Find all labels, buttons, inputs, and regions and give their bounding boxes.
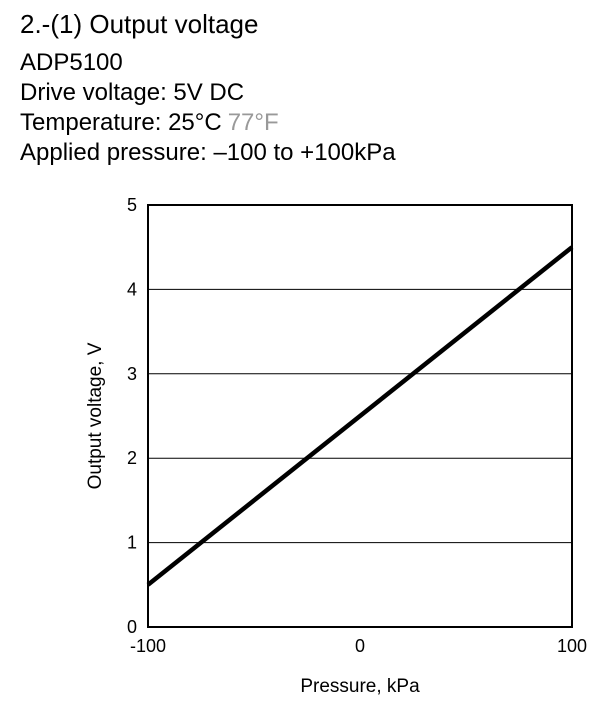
y-tick-label: 5 <box>127 195 137 215</box>
chart-title: 2.-(1) Output voltage <box>20 9 258 39</box>
y-tick-label: 4 <box>127 279 137 299</box>
subtitle-part: Drive voltage: 5V DC <box>20 79 244 106</box>
x-tick-label: -100 <box>130 636 166 656</box>
subtitle-line: Drive voltage: 5V DC <box>20 79 244 106</box>
subtitle-part: ADP5100 <box>20 49 123 76</box>
y-tick-label: 1 <box>127 533 137 553</box>
y-tick-label: 2 <box>127 448 137 468</box>
subtitle-part: Temperature: 25°C <box>20 109 222 136</box>
subtitle-line: ADP5100 <box>20 49 123 76</box>
subtitle-line: Temperature: 25°C 77°F <box>20 109 279 136</box>
subtitle-line: Applied pressure: –100 to +100kPa <box>20 139 396 166</box>
y-axis-label: Output voltage, V <box>85 342 106 489</box>
subtitle-part: 77°F <box>228 109 279 136</box>
subtitle-part: Applied pressure: –100 to +100kPa <box>20 139 396 166</box>
y-tick-label: 3 <box>127 364 137 384</box>
x-tick-label: 0 <box>355 636 365 656</box>
x-tick-label: 100 <box>557 636 587 656</box>
x-axis-label: Pressure, kPa <box>300 676 420 697</box>
data-line <box>146 245 574 587</box>
y-tick-label: 0 <box>127 617 137 637</box>
